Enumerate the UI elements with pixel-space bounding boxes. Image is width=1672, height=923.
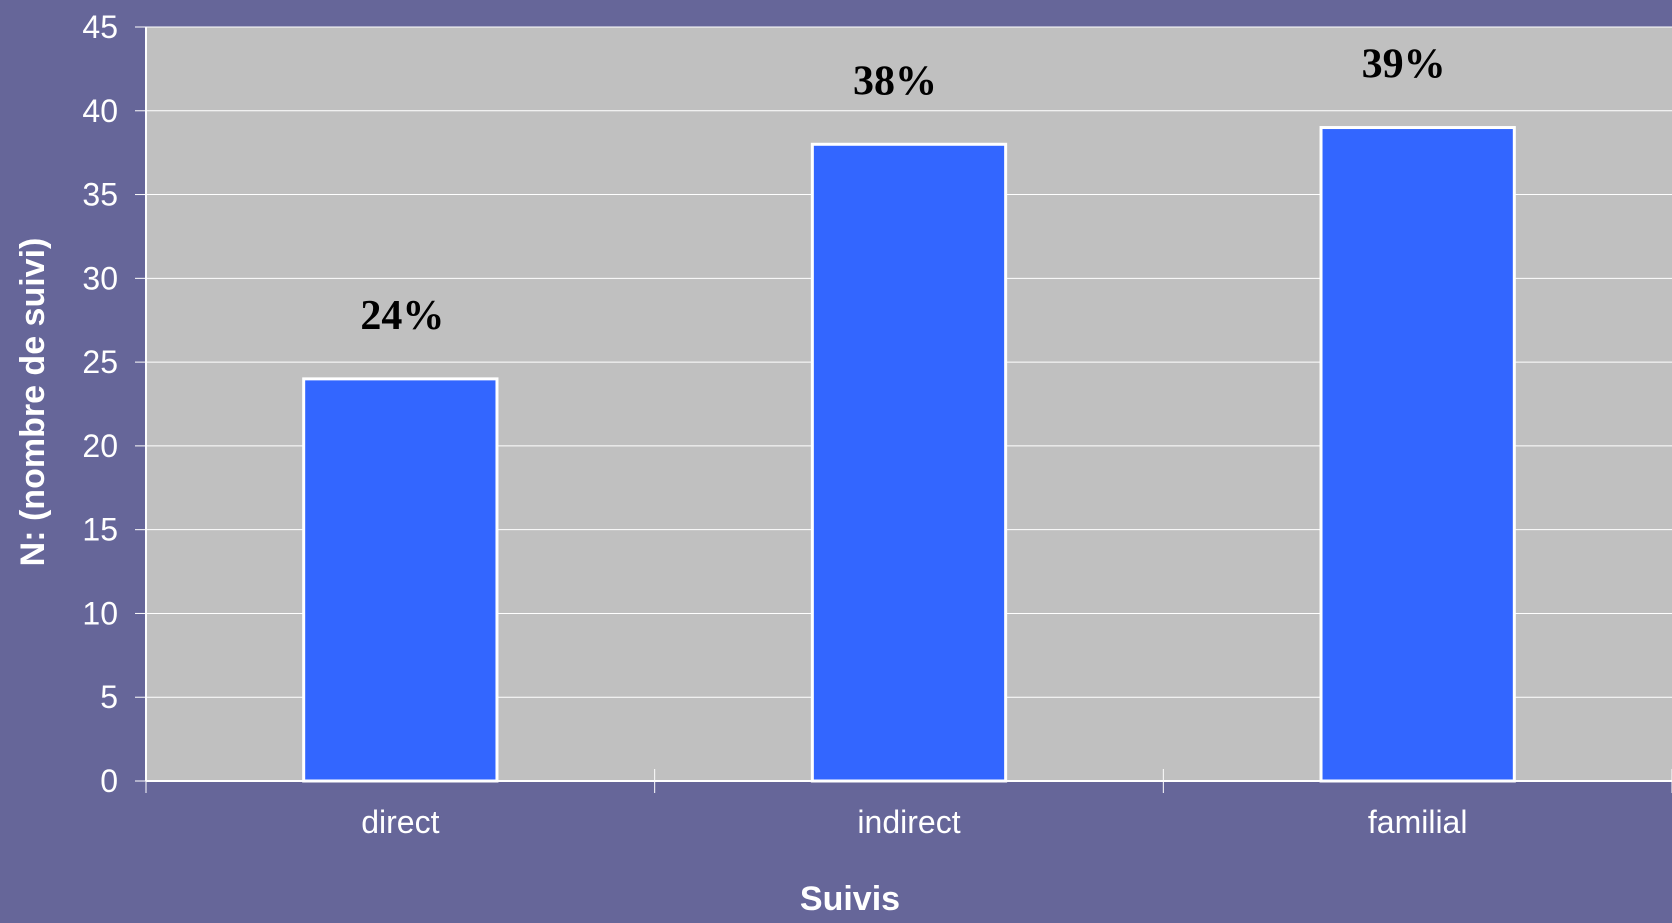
y-axis-title: N: (nombre de suivi): [14, 238, 52, 567]
y-tick-label: 35: [82, 177, 118, 213]
y-tick-label: 20: [82, 428, 118, 464]
x-tick-label: direct: [361, 804, 439, 840]
x-tick-label: indirect: [857, 804, 960, 840]
y-tick-label: 5: [100, 679, 118, 715]
labels: direct 24% indirect 38% familial 39%: [360, 42, 1467, 840]
x-axis-title: Suivis: [800, 880, 900, 918]
data-label: 24%: [360, 293, 444, 339]
bar-familial: [1319, 126, 1516, 783]
y-tick-label: 10: [82, 595, 118, 631]
x-tick-label: familial: [1368, 804, 1468, 840]
data-label: 39%: [1362, 42, 1446, 88]
axes: 0 5 10 15 20 25 30 35 40 45: [82, 9, 1672, 799]
y-tick-label: 30: [82, 260, 118, 296]
data-label: 38%: [853, 58, 937, 104]
y-tick-label: 15: [82, 512, 118, 548]
y-tick-label: 0: [100, 763, 118, 799]
bars: [302, 126, 1516, 783]
y-tick-label: 25: [82, 344, 118, 380]
y-tick-label: 40: [82, 93, 118, 129]
bar-indirect: [810, 142, 1008, 783]
y-tick-label: 45: [82, 9, 118, 45]
bar-direct: [302, 377, 499, 783]
